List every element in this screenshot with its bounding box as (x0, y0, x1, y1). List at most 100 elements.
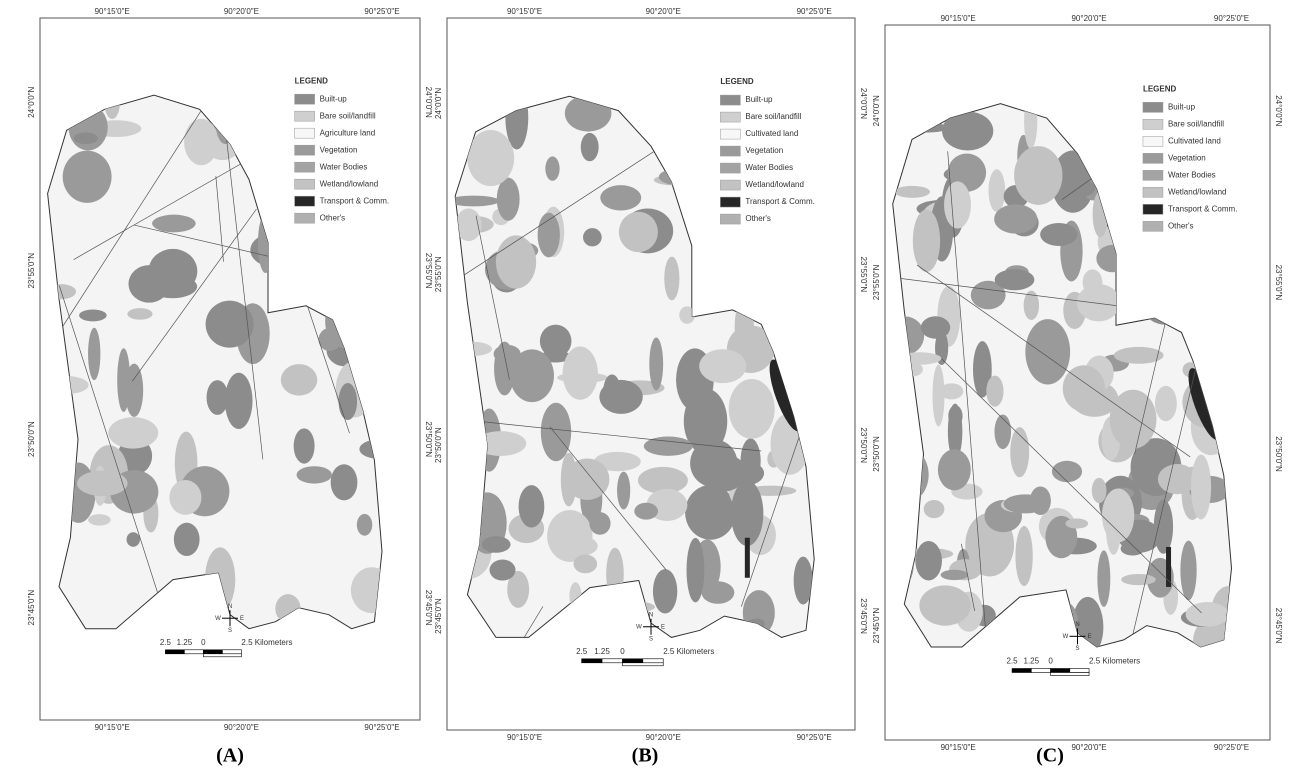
land-patch (1063, 179, 1095, 197)
compass-letter: W (1063, 634, 1069, 640)
land-patch (664, 257, 679, 301)
land-patch (1004, 494, 1047, 513)
longitude-label: 90°20'0"E (224, 7, 259, 16)
land-patch (496, 235, 536, 288)
latitude-label: 23°50'0"N (424, 421, 433, 457)
legend-label: Other's (745, 214, 771, 223)
land-patch (1092, 478, 1107, 503)
panel-caption: (C) (1036, 745, 1064, 767)
latitude-label: 23°45'0"N (1274, 608, 1283, 644)
land-patch (1065, 518, 1088, 528)
legend-swatch (1143, 187, 1163, 197)
legend-title: LEGEND (720, 77, 754, 86)
compass-letter: E (240, 616, 244, 622)
land-patch (1015, 526, 1032, 586)
land-patch (1110, 390, 1157, 449)
longitude-label: 90°25'0"E (364, 7, 399, 16)
land-patch (1186, 602, 1229, 627)
compass-letter: S (649, 636, 653, 642)
land-patch (152, 215, 196, 233)
longitude-label: 90°15'0"E (95, 7, 130, 16)
latitude-label: 24°0'0"N (27, 86, 36, 117)
land-patch (915, 541, 942, 580)
scale-segment (165, 650, 184, 654)
land-patch (538, 213, 560, 258)
land-patch (557, 372, 608, 382)
compass-letter: W (636, 624, 642, 630)
land-patch (540, 325, 572, 358)
legend-label: Other's (1168, 221, 1194, 230)
land-patch (938, 449, 971, 490)
land-patch (79, 310, 107, 322)
land-patch (995, 269, 1035, 290)
land-patch (581, 133, 599, 161)
land-patch (482, 536, 511, 552)
panel-caption: (A) (216, 745, 244, 767)
legend-label: Bare soil/landfill (1168, 119, 1224, 128)
scale-segment (1012, 669, 1031, 673)
scale-label: 0 (201, 638, 206, 647)
legend-swatch (720, 163, 740, 173)
legend-label: Built-up (1168, 102, 1196, 111)
compass-letter: S (1075, 646, 1079, 652)
panel-caption: (B) (632, 745, 659, 767)
land-patch (1155, 386, 1177, 422)
land-patch (1154, 500, 1173, 554)
land-patch (932, 365, 944, 427)
land-patch (1025, 319, 1070, 384)
longitude-label: 90°20'0"E (646, 733, 681, 742)
longitude-label: 90°20'0"E (1071, 743, 1106, 752)
land-patch (547, 510, 592, 562)
scale-label: 2.5 (160, 638, 172, 647)
legend-label: Wetland/lowland (745, 180, 804, 189)
longitude-label: 90°25'0"E (797, 7, 832, 16)
longitude-label: 90°15'0"E (507, 7, 542, 16)
legend-swatch (295, 213, 315, 223)
legend-label: Cultivated land (1168, 136, 1221, 145)
land-patch (225, 373, 253, 429)
legend-label: Bare soil/landfill (320, 111, 376, 120)
latitude-label: 23°45'0"N (434, 598, 443, 634)
land-patch (294, 428, 315, 463)
compass-letter: N (649, 612, 653, 618)
legend-label: Water Bodies (320, 162, 368, 171)
land-patch (561, 453, 577, 507)
legend-label: Wetland/lowland (1168, 187, 1227, 196)
land-patch (545, 156, 559, 180)
legend-label: Transport & Comm. (1168, 204, 1238, 213)
land-patch (1180, 541, 1196, 600)
legend-label: Built-up (745, 95, 773, 104)
land-patch (297, 466, 332, 483)
longitude-label: 90°20'0"E (224, 723, 259, 732)
legend-label: Vegetation (1168, 153, 1206, 162)
latitude-label: 23°55'0"N (424, 253, 433, 289)
legend-label: Transport & Comm. (745, 197, 815, 206)
legend-swatch (1143, 221, 1163, 231)
latitude-label: 23°55'0"N (859, 257, 868, 293)
land-patch (357, 514, 372, 536)
land-patch (699, 349, 746, 383)
land-patch (603, 374, 621, 411)
scale-label: 2.5 Kilometers (241, 638, 292, 647)
land-patch (617, 472, 630, 510)
land-patch (74, 132, 98, 144)
latitude-label: 23°50'0"N (859, 427, 868, 463)
latitude-label: 23°50'0"N (872, 436, 881, 472)
land-patch (126, 532, 139, 547)
legend-label: Water Bodies (745, 163, 793, 172)
land-patch (1102, 488, 1134, 542)
longitude-label: 90°15'0"E (941, 14, 976, 23)
latitude-label: 23°50'0"N (434, 427, 443, 463)
scale-label: 2.5 Kilometers (1089, 657, 1140, 666)
land-patch (948, 405, 962, 426)
latitude-label: 23°55'0"N (1274, 265, 1283, 301)
legend-swatch (295, 94, 315, 104)
scale-label: 1.25 (1024, 657, 1040, 666)
latitude-label: 23°55'0"N (27, 253, 36, 289)
legend-label: Other's (320, 213, 346, 222)
latitude-label: 24°0'0"N (1274, 95, 1283, 126)
legend-swatch (1143, 153, 1163, 163)
scale-segment (643, 659, 663, 663)
